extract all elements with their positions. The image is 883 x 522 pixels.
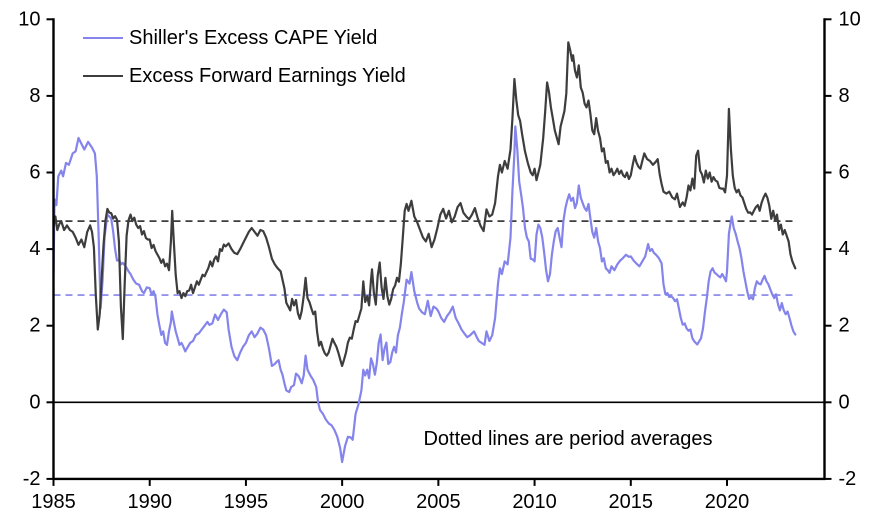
x-axis-tick-label: 2005	[416, 491, 461, 513]
y-axis-tick-label-right: 6	[839, 162, 850, 184]
x-axis-tick-label: 1995	[224, 491, 269, 513]
forward-line-swatch	[83, 75, 123, 77]
y-axis-tick-label-left: 6	[29, 162, 40, 184]
y-axis-tick-label-left: 2	[29, 315, 40, 337]
y-axis-tick-label-right: 8	[839, 85, 850, 107]
y-axis-tick-label-left: 0	[29, 391, 40, 413]
y-axis-tick-label-right: 0	[839, 391, 850, 413]
cape-yield-line	[52, 125, 797, 464]
y-axis-tick-label-right: 2	[839, 315, 850, 337]
chart-legend: Shiller's Excess CAPE Yield Excess Forwa…	[83, 24, 406, 100]
x-axis-tick-label: 1990	[127, 491, 172, 513]
x-axis-tick-label: 2020	[705, 491, 750, 513]
x-axis-tick-label: 2015	[609, 491, 654, 513]
legend-item-cape: Shiller's Excess CAPE Yield	[83, 24, 406, 52]
y-axis-tick-label-left: -2	[23, 468, 41, 490]
y-axis-tick-label-right: 4	[839, 238, 850, 260]
x-axis-tick-label: 2010	[512, 491, 557, 513]
y-axis-tick-label-left: 8	[29, 85, 40, 107]
legend-label-cape: Shiller's Excess CAPE Yield	[129, 27, 378, 49]
y-axis-tick-label-left: 4	[29, 238, 40, 260]
period-averages-note: Dotted lines are period averages	[423, 428, 713, 450]
x-axis-tick-label: 1985	[31, 491, 76, 513]
cape-line-swatch	[83, 37, 123, 39]
y-axis-tick-label-right: -2	[839, 468, 857, 490]
legend-label-forward: Excess Forward Earnings Yield	[129, 65, 406, 87]
y-axis-tick-label-right: 10	[839, 8, 861, 30]
legend-item-forward: Excess Forward Earnings Yield	[83, 62, 406, 90]
forward-earnings-line	[52, 41, 797, 367]
x-axis-tick-label: 2000	[320, 491, 365, 513]
y-axis-tick-label-left: 10	[18, 8, 40, 30]
